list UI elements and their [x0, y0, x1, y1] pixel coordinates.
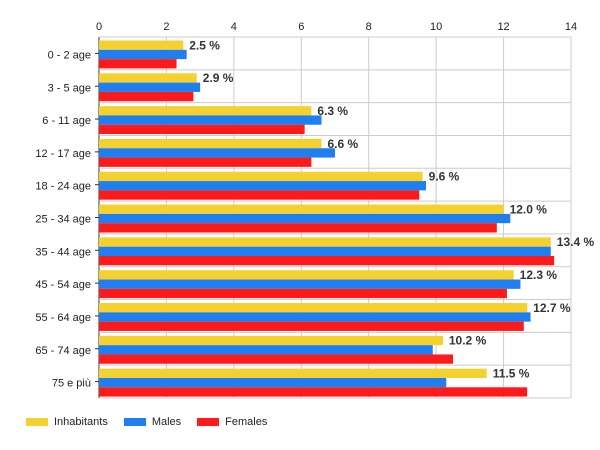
bar-females — [99, 354, 453, 364]
bar-females — [99, 190, 420, 200]
x-tick-label: 6 — [298, 21, 304, 33]
bar-inhabitants — [99, 138, 322, 149]
bar-males — [99, 49, 187, 60]
legend-item-males: Males — [123, 416, 182, 428]
bar-males — [99, 82, 201, 92]
category-label: 45 - 54 age — [35, 279, 91, 291]
x-tick-label: 14 — [565, 21, 577, 33]
bar-females — [99, 124, 305, 135]
data-label: 6.6 % — [328, 137, 359, 151]
x-tick-label: 0 — [96, 21, 102, 33]
bar-females — [99, 91, 194, 102]
x-tick-label: 2 — [163, 21, 169, 33]
legend-label-females: Females — [225, 416, 268, 428]
category-label: 3 - 5 age — [48, 82, 91, 94]
bar-males — [99, 181, 427, 191]
bar-inhabitants — [99, 368, 487, 378]
x-tick-label: 8 — [366, 21, 372, 33]
x-axis-ticks: 0 2 4 6 8 10 12 14 — [96, 21, 577, 33]
bar-females — [99, 321, 524, 331]
data-label: 2.9 % — [203, 71, 234, 85]
category-label: 6 - 11 age — [42, 115, 91, 127]
category-label: 55 - 64 age — [35, 312, 91, 324]
bars — [99, 40, 555, 397]
bar-inhabitants — [99, 270, 514, 280]
legend-swatch-females — [197, 418, 220, 426]
bar-inhabitants — [99, 335, 443, 346]
bar-inhabitants — [99, 237, 551, 247]
legend: Inhabitants Males Females — [26, 416, 283, 428]
data-labels: 2.5 % 2.9 % 6.3 % 6.6 % 9.6 % 12.0 % 13.4 % 12.… — [189, 38, 594, 380]
bar-males — [99, 148, 335, 158]
legend-label-males: Males — [151, 416, 182, 428]
category-label: 18 - 24 age — [35, 181, 91, 193]
category-label: 75 e più — [52, 378, 91, 390]
bar-inhabitants — [99, 40, 184, 50]
legend-swatch-males — [123, 418, 146, 426]
category-label: 12 - 17 age — [35, 148, 91, 160]
data-label: 6.3 % — [317, 104, 348, 118]
category-label: 65 - 74 age — [35, 345, 91, 357]
bar-males — [99, 345, 433, 355]
bar-females — [99, 157, 312, 167]
bar-females — [99, 59, 177, 69]
category-label: 0 - 2 age — [48, 49, 91, 61]
x-tick-label: 12 — [497, 21, 509, 33]
data-label: 11.5 % — [493, 366, 530, 380]
data-label: 12.3 % — [520, 268, 558, 282]
data-label: 12.7 % — [533, 301, 571, 315]
bar-inhabitants — [99, 106, 312, 116]
legend-swatch-inhabitants — [26, 418, 48, 426]
legend-item-inhabitants: Inhabitants — [26, 416, 108, 428]
bar-males — [99, 377, 447, 388]
bar-males — [99, 312, 531, 322]
data-label: 2.5 % — [189, 38, 220, 52]
category-label: 35 - 44 age — [35, 246, 91, 258]
data-label: 10.2 % — [449, 334, 487, 348]
bar-females — [99, 223, 497, 233]
bar-females — [99, 256, 555, 266]
category-labels: 0 - 2 age 3 - 5 age 6 - 11 age 12 - 17 age 1… — [35, 49, 99, 390]
bar-males — [99, 213, 511, 224]
data-label: 13.4 % — [557, 235, 595, 249]
bar-inhabitants — [99, 73, 197, 83]
legend-item-females: Females — [197, 416, 267, 428]
x-tick-label: 4 — [231, 21, 237, 33]
bar-males — [99, 279, 521, 289]
data-label: 12.0 % — [510, 202, 548, 216]
bar-females — [99, 288, 507, 299]
bar-inhabitants — [99, 204, 504, 214]
bar-males — [99, 246, 551, 257]
data-label: 9.6 % — [429, 170, 460, 184]
bar-inhabitants — [99, 303, 528, 313]
grid-lines — [98, 36, 572, 399]
legend-label-inhabitants: Inhabitants — [54, 416, 108, 428]
bar-males — [99, 115, 322, 125]
category-label: 25 - 34 age — [35, 214, 91, 226]
bar-females — [99, 387, 528, 397]
x-tick-label: 10 — [430, 21, 442, 33]
bar-inhabitants — [99, 171, 423, 182]
